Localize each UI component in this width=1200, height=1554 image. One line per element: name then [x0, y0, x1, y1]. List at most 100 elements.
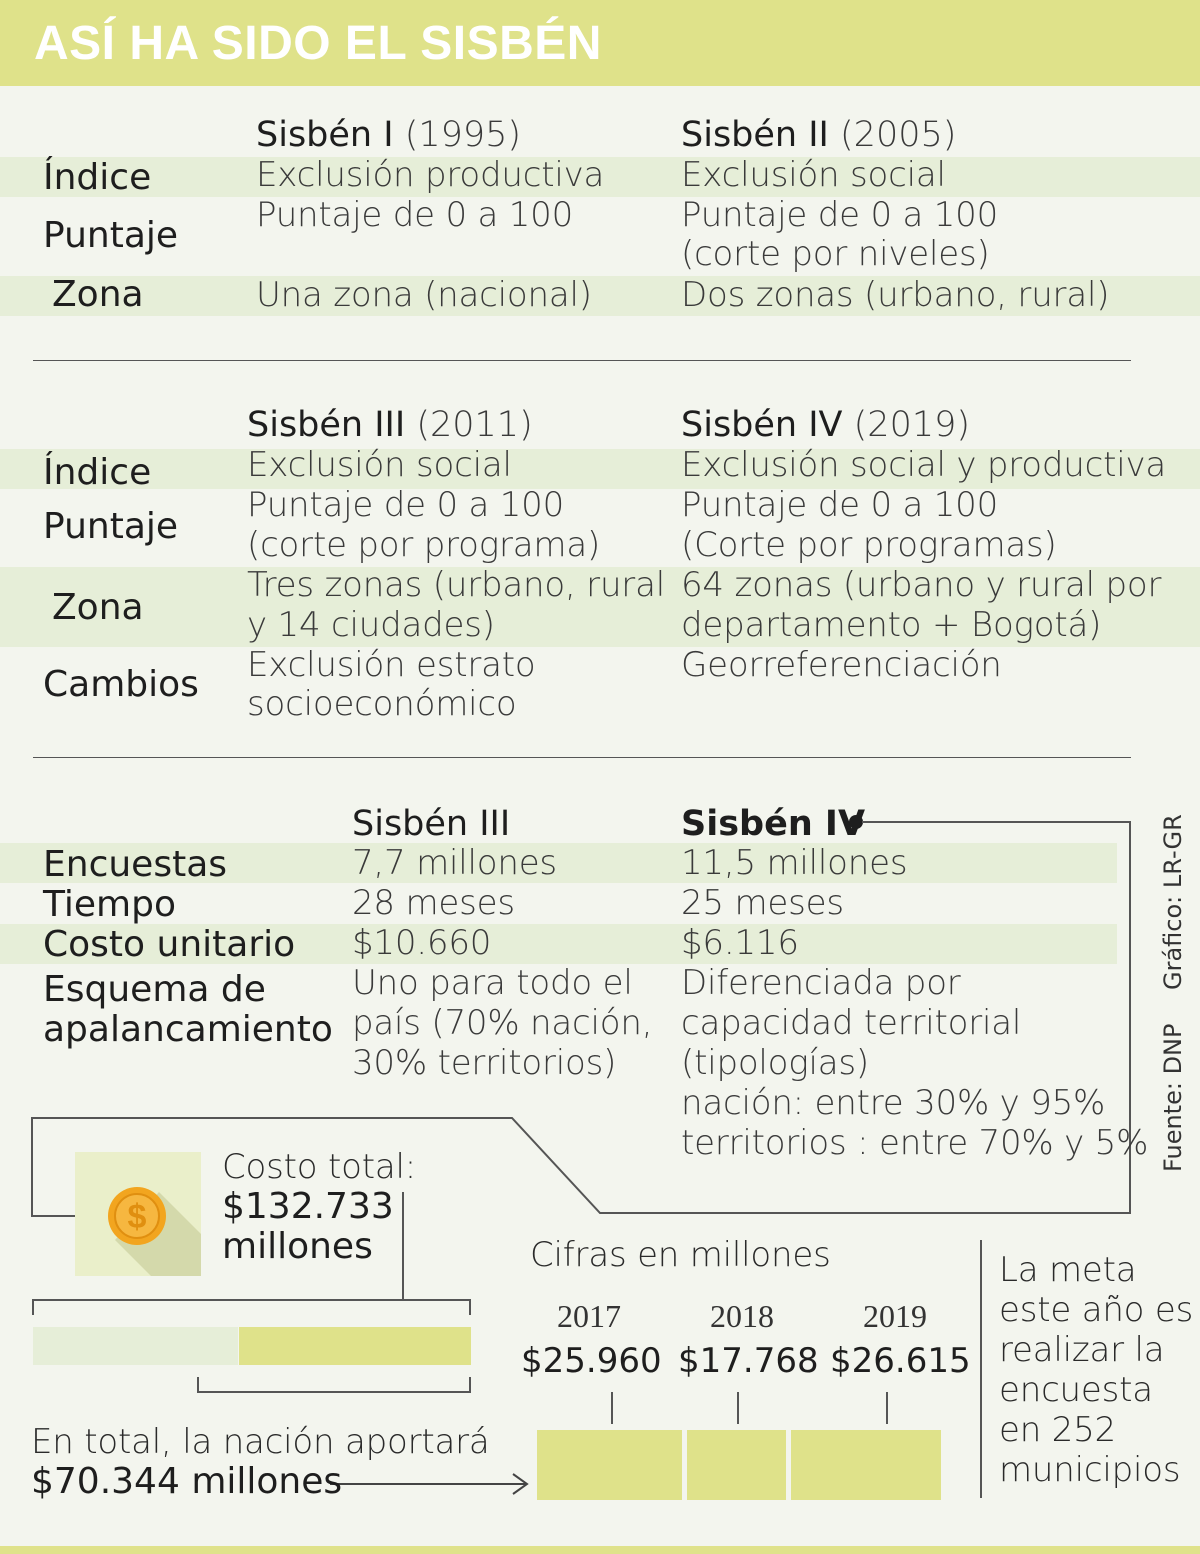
arrow-head — [512, 1473, 529, 1495]
goal-text: en 252 — [999, 1410, 1116, 1450]
cell-value: $6.116 — [681, 923, 799, 963]
row-band — [0, 924, 1117, 964]
cell-value: departamento + Bogotá) — [681, 605, 1102, 645]
row-band — [0, 843, 1117, 883]
year-label: 2018 — [710, 1298, 774, 1334]
yearly-caption: Cifras en millones — [530, 1235, 831, 1275]
cost-total-label: Costo total: — [222, 1147, 416, 1187]
cell-value: Exclusión estrato — [247, 645, 536, 685]
section-divider — [33, 757, 1131, 758]
row-label-puntaje: Puntaje — [43, 215, 179, 256]
goal-text: realizar la — [999, 1330, 1165, 1370]
year-value: $17.768 — [678, 1341, 819, 1381]
row-band — [0, 567, 1200, 647]
sisben-1-title: Sisbén I — [256, 115, 394, 155]
cell-value: (Corte por programas) — [681, 525, 1057, 565]
cell-value: 64 zonas (urbano y rural por — [681, 565, 1162, 605]
sisben-3-year: (2011) — [416, 405, 533, 445]
cell-value: Dos zonas (urbano, rural) — [681, 275, 1110, 315]
sisben-3-heading: Sisbén III — [352, 804, 511, 844]
row-band — [0, 157, 1200, 197]
row-label-zona: Zona — [52, 587, 144, 628]
cell-value: 30% territorios) — [352, 1043, 617, 1083]
row-band — [0, 449, 1200, 489]
cell-value: (corte por niveles) — [681, 234, 990, 274]
sisben-2-year: (2005) — [840, 115, 957, 155]
cell-value: $10.660 — [352, 923, 492, 963]
sisben-3-title: Sisbén III — [247, 405, 406, 445]
row-label-costo-unitario: Costo unitario — [43, 924, 296, 965]
cell-value: Diferenciada por — [681, 963, 961, 1003]
row-label-tiempo: Tiempo — [43, 884, 176, 925]
bracket-line — [197, 1377, 471, 1393]
sisben-2-heading: Sisbén II (2005) — [681, 115, 956, 155]
connector-line — [862, 821, 1131, 823]
header-banner: ASÍ HA SIDO EL SISBÉN — [0, 0, 1200, 86]
sisben-4-year: (2019) — [853, 405, 971, 445]
row-label-puntaje: Puntaje — [43, 506, 179, 547]
row-label-indice: Índice — [43, 157, 152, 198]
coin-inner — [114, 1193, 160, 1239]
sisben-3-heading: Sisbén III (2011) — [247, 405, 533, 445]
cell-value: Puntaje de 0 a 100 — [681, 195, 999, 235]
cell-value: Exclusión social y productiva — [681, 445, 1167, 485]
cost-total-value: $132.733 — [222, 1186, 394, 1227]
year-value: $26.615 — [830, 1341, 971, 1381]
section-divider — [33, 360, 1131, 361]
nation-share-bar — [239, 1327, 471, 1365]
cell-value: (corte por programa) — [247, 525, 601, 565]
cell-value: país (70% nación, — [352, 1003, 653, 1043]
row-band — [0, 276, 1200, 316]
cell-value: 25 meses — [681, 883, 844, 923]
goal-text: encuesta — [999, 1370, 1153, 1410]
row-label-esquema: Esquema de — [43, 969, 266, 1010]
cell-value: (tipologías) — [681, 1043, 869, 1083]
nation-contribution-label: En total, la nación aportará — [31, 1422, 490, 1462]
goal-text: La meta — [999, 1250, 1137, 1290]
nation-contribution-value: $70.344 millones — [31, 1461, 343, 1502]
year-bar-2019 — [791, 1430, 941, 1500]
year-label: 2019 — [863, 1298, 927, 1334]
cell-value: territorios : entre 70% y 5% — [681, 1123, 1149, 1163]
year-bar-2017 — [537, 1430, 682, 1500]
cell-value: socioeconómico — [247, 684, 517, 724]
sisben-2-title: Sisbén II — [681, 115, 829, 155]
sisben-4-heading: Sisbén IV — [681, 804, 866, 844]
cell-value: Georreferenciación — [681, 645, 1002, 685]
cell-value: Exclusión social — [681, 155, 946, 195]
cell-value: 11,5 millones — [681, 843, 908, 883]
cell-value: y 14 ciudades) — [247, 605, 495, 645]
cell-value: capacidad territorial — [681, 1003, 1022, 1043]
sisben-4-heading: Sisbén IV (2019) — [681, 405, 970, 445]
cost-total-unit: millones — [222, 1226, 373, 1267]
sisben-1-heading: Sisbén I (1995) — [256, 115, 521, 155]
goal-text: este año es — [999, 1290, 1194, 1330]
bracket-line — [32, 1299, 471, 1315]
cell-value: Puntaje de 0 a 100 — [256, 195, 574, 235]
bracket-line — [31, 1117, 1131, 1217]
dollar-sign: $ — [128, 1198, 147, 1236]
row-label-indice: Índice — [43, 452, 152, 493]
footer-stripe — [0, 1546, 1200, 1554]
dollar-coin-icon: $ — [108, 1187, 201, 1276]
cell-value: Puntaje de 0 a 100 — [247, 485, 565, 525]
connector-line — [1129, 821, 1131, 1213]
row-label-encuestas: Encuestas — [43, 844, 228, 885]
row-label-zona: Zona — [52, 274, 144, 315]
cell-value: Una zona (nacional) — [256, 275, 592, 315]
page-title: ASÍ HA SIDO EL SISBÉN — [34, 17, 602, 70]
coin-icon-box: $ — [75, 1152, 201, 1276]
sisben-1-year: (1995) — [404, 115, 522, 155]
row-label-esquema: apalancamiento — [43, 1009, 333, 1050]
goal-text: municipios — [999, 1450, 1181, 1490]
cell-value: Exclusión productiva — [256, 155, 605, 195]
row-label-cambios: Cambios — [43, 664, 199, 705]
cell-value: Tres zonas (urbano, rural — [247, 565, 665, 605]
cell-value: 28 meses — [352, 883, 515, 923]
cell-value: Uno para todo el — [352, 963, 633, 1003]
sisben-4-title: Sisbén IV — [681, 405, 843, 445]
cell-value: 7,7 millones — [352, 843, 557, 883]
cell-value: Puntaje de 0 a 100 — [681, 485, 999, 525]
year-label: 2017 — [557, 1298, 621, 1334]
